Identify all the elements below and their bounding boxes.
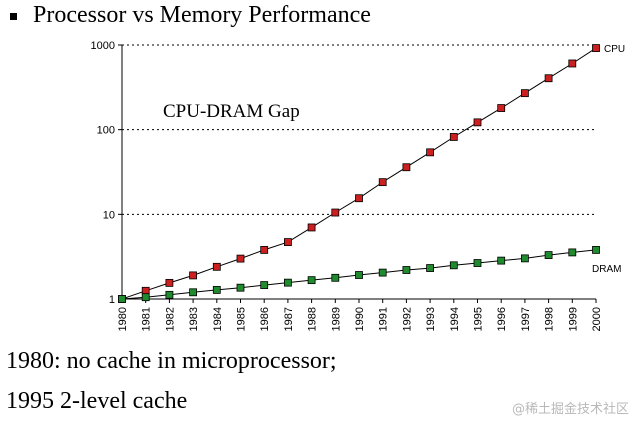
- x-tick-label-1997: 1997: [520, 307, 532, 331]
- dram-point-1990: [355, 271, 363, 279]
- dram-point-1984: [212, 286, 221, 294]
- x-tick-label-1998: 1998: [544, 307, 556, 331]
- x-tick-label-1990: 1990: [354, 307, 366, 331]
- cpu-point-1988: [307, 223, 316, 232]
- x-tick-labels: 1980 1981 1982 1983 1984 1985 1986 1987 1988 1989…: [117, 307, 603, 331]
- x-tick-label-1996: 1996: [496, 307, 508, 331]
- x-tick-label-1981: 1981: [141, 307, 153, 331]
- cpu-point-1989: [331, 208, 340, 217]
- cpu-series-label: CPU: [604, 44, 625, 55]
- x-tick-label-1984: 1984: [212, 307, 224, 331]
- cpu-point-1985: [236, 254, 245, 263]
- x-tick-label-1983: 1983: [188, 307, 200, 331]
- slide-title: Processor vs Memory Performance: [33, 1, 371, 28]
- cpu-dram-gap-annotation: CPU-DRAM Gap: [163, 101, 300, 122]
- dram-point-1980: [118, 295, 126, 303]
- x-tick-label-1994: 1994: [449, 307, 461, 331]
- cpu-point-1981: [141, 286, 150, 295]
- dram-point-1986: [260, 281, 269, 289]
- dram-point-1981: [141, 293, 150, 302]
- dram-point-1996: [497, 256, 506, 265]
- dram-point-1993: [426, 264, 435, 272]
- dram-point-1987: [283, 278, 292, 287]
- cpu-point-1990: [355, 194, 363, 203]
- watermark: @稀土掘金技术社区: [511, 402, 629, 417]
- x-tick-label-1992: 1992: [401, 307, 413, 331]
- dram-point-1994: [449, 261, 458, 270]
- axes: [118, 44, 597, 303]
- x-tick-label-2000: 2000: [591, 307, 603, 331]
- dram-point-1988: [307, 276, 316, 285]
- cpu-point-1995: [473, 118, 482, 127]
- cpu-point-1987: [283, 238, 292, 246]
- cpu-point-1994: [449, 133, 458, 141]
- slide-heading: Processor vs Memory Performance: [10, 0, 371, 30]
- note-line-1: 1980: no cache in microprocessor;: [6, 348, 337, 374]
- cpu-point-1984: [212, 262, 221, 271]
- x-tick-label-1985: 1985: [236, 307, 248, 331]
- dram-series-label: DRAM: [592, 264, 621, 275]
- dram-point-1997: [521, 254, 529, 263]
- cpu-point-1998: [544, 74, 553, 83]
- x-tick-label-1980: 1980: [117, 307, 129, 331]
- bullet-icon: [10, 12, 17, 20]
- cpu-point-1997: [521, 89, 529, 98]
- note-line-2: 1995 2-level cache: [6, 388, 188, 414]
- dram-point-1982: [165, 290, 174, 299]
- dram-point-2000: [592, 246, 600, 254]
- cpu-point-1983: [189, 271, 198, 280]
- dram-point-1985: [236, 283, 245, 292]
- dram-point-1998: [544, 251, 553, 259]
- series: [118, 44, 600, 303]
- x-tick-label-1991: 1991: [378, 307, 390, 331]
- y-tick-label-1: 1: [109, 294, 115, 306]
- x-tick-label-1982: 1982: [164, 307, 176, 331]
- x-tick-label-1986: 1986: [259, 307, 271, 331]
- cpu-point-1991: [378, 178, 387, 187]
- cpu-point-1992: [402, 163, 411, 172]
- y-tick-label-10: 10: [103, 209, 115, 221]
- cpu-point-1982: [165, 278, 174, 287]
- cpu-point-2000: [592, 44, 600, 52]
- x-tick-label-1987: 1987: [283, 307, 295, 331]
- x-tick-label-1993: 1993: [425, 307, 437, 331]
- grid-lines: [122, 44, 596, 215]
- dram-point-1989: [331, 273, 340, 282]
- y-tick-label-100: 100: [97, 125, 115, 137]
- cpu-point-1996: [497, 104, 506, 112]
- cpu-point-1993: [426, 148, 435, 157]
- y-tick-label-1000: 1000: [91, 40, 115, 52]
- x-tick-label-1999: 1999: [567, 307, 579, 331]
- dram-point-1991: [378, 268, 387, 277]
- y-tick-labels: 1 10 100 1000: [91, 40, 115, 306]
- x-tick-label-1995: 1995: [473, 307, 485, 331]
- dram-point-1983: [189, 288, 198, 297]
- dram-point-1992: [402, 266, 411, 274]
- x-tick-label-1988: 1988: [307, 307, 319, 331]
- cpu-point-1986: [260, 246, 269, 254]
- dram-point-1995: [473, 259, 482, 267]
- dram-point-1999: [568, 248, 577, 257]
- cpu-point-1999: [568, 59, 577, 68]
- x-tick-label-1989: 1989: [330, 307, 342, 331]
